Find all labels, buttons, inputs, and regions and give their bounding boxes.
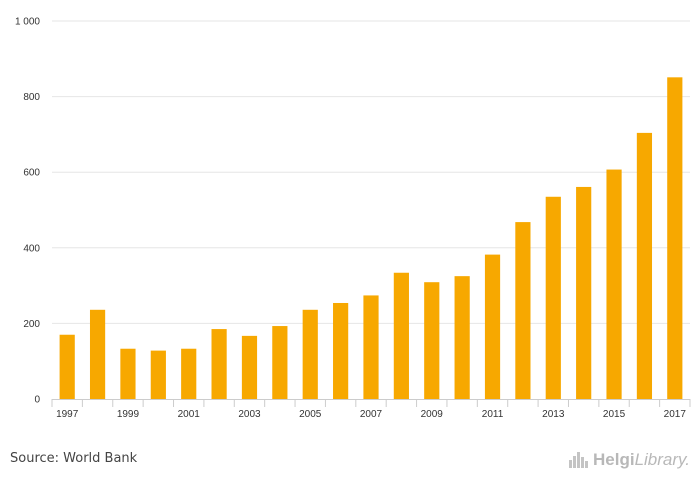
library-buildings-icon bbox=[569, 452, 589, 468]
y-axis-ticks: 0 200 400 600 800 1 000 bbox=[15, 17, 40, 406]
x-tick-label: 2011 bbox=[482, 409, 504, 420]
x-tick-label: 2005 bbox=[299, 409, 322, 420]
x-tick-label: 2003 bbox=[238, 409, 261, 420]
bar-2009 bbox=[424, 282, 440, 399]
bar-2002 bbox=[211, 329, 227, 399]
bar-chart: 0 200 400 600 800 1 000 1997 1999 2001 2003 2005 2… bbox=[15, 17, 691, 420]
gridlines bbox=[52, 20, 690, 324]
x-tick-label: 2001 bbox=[178, 409, 201, 420]
bar-1997 bbox=[59, 334, 75, 399]
bar-2005 bbox=[302, 309, 318, 399]
logo-text-library: Library. bbox=[634, 450, 690, 469]
y-tick-label: 600 bbox=[23, 168, 40, 179]
x-tick-label: 2007 bbox=[360, 409, 383, 420]
bar-2011 bbox=[484, 254, 501, 399]
bar-2006 bbox=[333, 302, 349, 399]
bar-2014 bbox=[576, 186, 592, 399]
bar-2013 bbox=[545, 196, 561, 399]
x-axis-ticks: 1997 1999 2001 2003 2005 2007 2009 2011 2013 2015… bbox=[51, 399, 691, 420]
source-note: Source: World Bank bbox=[10, 451, 138, 466]
x-tick-label: 2013 bbox=[542, 409, 565, 420]
bar-2015 bbox=[606, 169, 622, 399]
bar-1998 bbox=[89, 309, 106, 399]
bar-2001 bbox=[181, 348, 197, 399]
logo-text-helgi: Helgi bbox=[593, 450, 635, 469]
y-tick-label: 1 000 bbox=[15, 17, 40, 28]
y-tick-label: 0 bbox=[34, 395, 40, 406]
bar-2000 bbox=[150, 350, 166, 399]
y-tick-label: 200 bbox=[23, 319, 40, 330]
x-tick-label: 1999 bbox=[117, 409, 140, 420]
y-tick-label: 400 bbox=[23, 243, 40, 254]
x-tick-label: 1997 bbox=[56, 409, 79, 420]
bar-2004 bbox=[272, 326, 288, 399]
bar-2007 bbox=[363, 295, 379, 399]
bar-2016 bbox=[636, 132, 653, 399]
bar-2008 bbox=[393, 272, 409, 399]
helgi-library-logo: Helgi Library. bbox=[569, 450, 690, 470]
y-tick-label: 800 bbox=[23, 92, 40, 103]
x-tick-label: 2009 bbox=[421, 409, 444, 420]
x-tick-label: 2017 bbox=[664, 409, 687, 420]
bar-2012 bbox=[515, 222, 531, 399]
bar-2003 bbox=[241, 335, 258, 399]
x-tick-label: 2015 bbox=[603, 409, 626, 420]
bar-2010 bbox=[454, 276, 470, 399]
bar-2017 bbox=[667, 77, 683, 400]
bar-1999 bbox=[120, 348, 136, 399]
bars bbox=[59, 77, 683, 400]
